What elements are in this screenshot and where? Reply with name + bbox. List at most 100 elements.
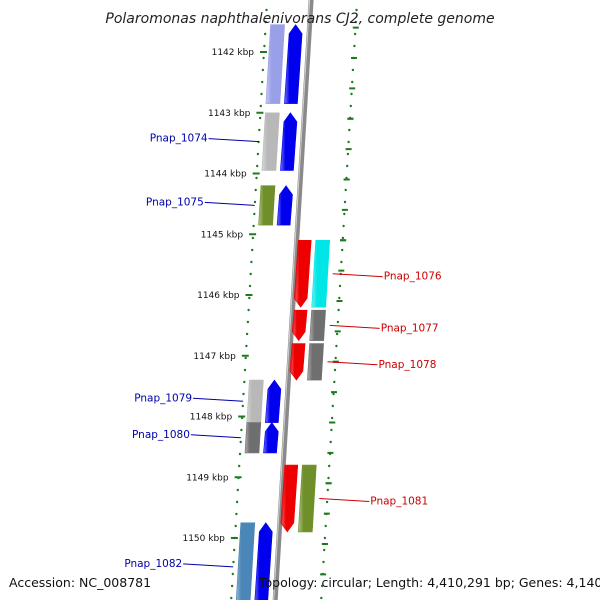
cog-category-bar[interactable]: [265, 24, 285, 104]
scale-dot-left: [235, 512, 238, 516]
scale-dot-left: [249, 272, 252, 276]
scale-dot-right: [340, 260, 343, 264]
scale-dot-right: [320, 596, 323, 600]
scale-dot-left: [230, 584, 234, 588]
gene-label-Pnap_1078[interactable]: Pnap_1078: [379, 359, 437, 371]
cds-forward-arrow[interactable]: [280, 112, 298, 171]
scale-dot-right: [331, 404, 334, 408]
scale-dot-right: [351, 68, 355, 72]
tick-label: 1142 kbp: [212, 48, 255, 58]
cds-forward-arrow[interactable]: [264, 379, 282, 423]
scale-dot-left: [263, 44, 266, 48]
tick-label: 1149 kbp: [186, 473, 229, 483]
gene-leader-line: [208, 138, 259, 143]
gene-leader-line: [193, 397, 244, 402]
scale-dot-left: [258, 128, 261, 132]
cds-forward-arrow[interactable]: [276, 185, 293, 226]
gene-label-Pnap_1079[interactable]: Pnap_1079: [134, 392, 192, 404]
cog-category-bar[interactable]: [309, 309, 326, 341]
scale-dot-right: [323, 548, 326, 552]
scale-dot-left: [252, 224, 255, 228]
cds-reverse-arrow[interactable]: [293, 240, 312, 308]
scale-dot-left: [248, 296, 251, 300]
gene-label-Pnap_1074[interactable]: Pnap_1074: [150, 133, 208, 145]
scale-dot-left: [242, 392, 245, 396]
scale-dot-right: [324, 524, 327, 528]
scale-dot-left: [248, 284, 252, 288]
scale-dot-left: [261, 80, 264, 84]
scale-dot-right: [346, 164, 349, 168]
topology-text: Topology: circular; Length: 4,410,291 bp…: [258, 575, 600, 590]
cog-category-bar[interactable]: [258, 185, 276, 226]
scale-dot-right: [349, 104, 352, 108]
map-layer: 1142 kbp 1143 kbp 1144 kbp 1145 kbp 1146 kbp…: [124, 0, 442, 600]
scale-dot-right: [354, 20, 357, 24]
scale-dot-left: [239, 440, 242, 444]
scale-dot-left: [245, 344, 248, 348]
cds-reverse-arrow[interactable]: [289, 343, 306, 381]
scale-dot-left: [247, 308, 250, 312]
scale-dot-left: [230, 596, 233, 600]
scale-dot-right: [335, 344, 338, 348]
scale-dot-right: [341, 248, 344, 252]
gene-leader-line: [327, 361, 378, 366]
scale-dot-left: [262, 56, 265, 60]
scale-dot-right: [338, 296, 341, 300]
tick-label: 1145 kbp: [201, 230, 244, 240]
gene-label-Pnap_1082[interactable]: Pnap_1082: [124, 558, 182, 570]
scale-dot-left: [250, 260, 253, 264]
scale-dot-left: [232, 560, 235, 564]
scale-dot-left: [265, 8, 268, 12]
scale-dot-right: [320, 584, 324, 588]
cog-category-bar[interactable]: [235, 522, 256, 600]
scale-dot-right: [335, 332, 339, 336]
scale-dot-left: [231, 572, 234, 576]
scale-dot-left: [238, 452, 242, 456]
scale-dot-right: [346, 152, 350, 156]
scale-dot-left: [259, 104, 262, 108]
gene-leader-line: [183, 563, 234, 568]
scale-dot-right: [353, 44, 356, 48]
cog-category-bar[interactable]: [311, 240, 331, 308]
gene-label-Pnap_1077[interactable]: Pnap_1077: [381, 322, 439, 334]
gene-label-Pnap_1080[interactable]: Pnap_1080: [132, 429, 190, 441]
gene-label-Pnap_1076[interactable]: Pnap_1076: [384, 271, 442, 283]
scale-dot-right: [330, 428, 333, 432]
tick-label: 1150 kbp: [182, 534, 225, 544]
cog-category-bar[interactable]: [307, 343, 324, 381]
scale-dot-right: [342, 224, 345, 228]
scale-dot-left: [235, 500, 239, 504]
scale-dot-right: [343, 200, 347, 204]
gene-leader-line: [332, 273, 383, 278]
scale-dot-right: [347, 140, 350, 144]
scale-dot-right: [329, 440, 332, 444]
tick-label: 1143 kbp: [208, 109, 251, 119]
scale-dot-left: [234, 524, 237, 528]
cds-reverse-arrow[interactable]: [280, 464, 299, 533]
cds-forward-arrow[interactable]: [284, 24, 303, 104]
scale-dot-right: [327, 476, 330, 480]
cds-forward-arrow[interactable]: [263, 422, 279, 454]
gene-label-Pnap_1075[interactable]: Pnap_1075: [146, 196, 204, 208]
scale-dot-left: [246, 320, 250, 324]
scale-dot-left: [253, 200, 257, 204]
scale-dot-right: [322, 560, 325, 564]
cds-forward-arrow[interactable]: [254, 522, 273, 600]
scale-dot-right: [353, 32, 357, 36]
cog-category-bar[interactable]: [261, 112, 280, 171]
scale-dot-left: [263, 32, 267, 36]
cog-category-bar[interactable]: [244, 422, 262, 454]
scale-dot-left: [253, 212, 256, 216]
scale-dot-left: [244, 356, 247, 360]
cog-category-bar[interactable]: [246, 379, 264, 423]
map-title: Polaromonas naphthalenivorans CJ2, compl…: [105, 11, 494, 27]
scale-dot-left: [238, 464, 241, 468]
gene-leader-line: [329, 324, 380, 329]
scale-dot-left: [243, 368, 247, 372]
gene-label-Pnap_1081[interactable]: Pnap_1081: [370, 496, 428, 508]
cog-category-bar[interactable]: [297, 464, 317, 533]
scale-dot-right: [344, 188, 347, 192]
scale-dot-left: [245, 332, 249, 336]
cds-reverse-arrow[interactable]: [291, 309, 308, 342]
